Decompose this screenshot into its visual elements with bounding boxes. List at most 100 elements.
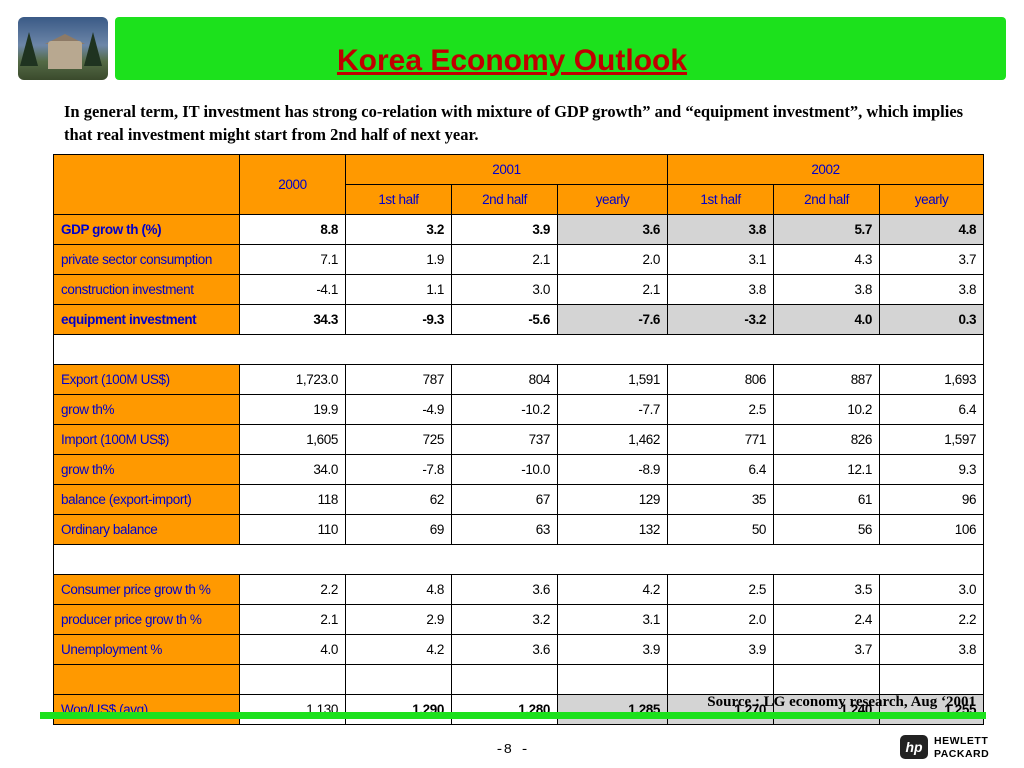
value-cell xyxy=(451,664,558,695)
value-cell: 1,597 xyxy=(879,424,985,455)
value-cell: 3.1 xyxy=(667,244,775,275)
table-row: equipment investment 34.3 -9.3 -5.6 -7.6 -3.2… xyxy=(53,304,985,335)
page-title: Korea Economy Outlook xyxy=(336,44,688,77)
page-number: -8 - xyxy=(495,742,529,758)
table-row xyxy=(53,664,985,695)
value-cell: 1,130 xyxy=(239,694,346,725)
row-label: Unemployment % xyxy=(53,634,240,665)
value-cell: 887 xyxy=(773,364,881,395)
value-cell xyxy=(239,664,346,695)
value-cell: 1.9 xyxy=(345,244,452,275)
value-cell: 6.4 xyxy=(879,394,985,425)
row-label: private sector consumption xyxy=(53,244,240,275)
value-cell: 3.0 xyxy=(879,574,985,605)
value-cell xyxy=(345,664,452,695)
value-cell xyxy=(667,664,775,695)
value-cell: 3.8 xyxy=(879,274,985,305)
value-cell: -4.1 xyxy=(239,274,346,305)
group-separator xyxy=(52,334,985,365)
row-label: Ordinary balance xyxy=(53,514,240,545)
value-cell: 804 xyxy=(451,364,558,395)
table-row: construction investment -4.1 1.1 3.0 2.1 3.8 3… xyxy=(53,274,985,305)
row-label: GDP grow th (%) xyxy=(53,214,240,245)
table-row: Export (100M US$) 1,723.0 787 804 1,591 806 88… xyxy=(53,364,985,395)
value-cell: 9.3 xyxy=(879,454,985,485)
value-cell xyxy=(879,664,985,695)
value-cell: 3.8 xyxy=(773,274,881,305)
table-row: Consumer price grow th % 2.2 4.8 3.6 4.2 2.5 3… xyxy=(53,574,985,605)
value-cell: 12.1 xyxy=(773,454,881,485)
value-cell: 6.4 xyxy=(667,454,775,485)
table-row: grow th% 34.0 -7.8 -10.0 -8.9 6.4 12.1 9.3 xyxy=(53,454,985,485)
value-cell: 7.1 xyxy=(239,244,346,275)
intro-text: In general term, IT investment has stron… xyxy=(64,102,964,144)
source-note: Source : LG economy research, Aug ‘2001 xyxy=(707,694,976,710)
value-cell: -10.0 xyxy=(451,454,558,485)
value-cell: 806 xyxy=(667,364,775,395)
value-cell: 1,285 xyxy=(556,694,669,725)
value-cell: -10.2 xyxy=(451,394,558,425)
value-cell: 69 xyxy=(345,514,452,545)
table-row: Unemployment % 4.0 4.2 3.6 3.9 3.9 3.7 3.8 xyxy=(53,634,985,665)
value-cell: -8.9 xyxy=(556,454,669,485)
table-row: Ordinary balance 110 69 63 132 50 56 106 xyxy=(53,514,985,545)
economy-table: 2000 2001 2002 1st half 2nd half yearly … xyxy=(52,154,985,725)
value-cell xyxy=(773,664,881,695)
value-cell: 2.1 xyxy=(239,604,346,635)
header-2001: 2001 xyxy=(344,154,669,185)
value-cell: 1,290 xyxy=(345,694,452,725)
value-cell: 50 xyxy=(667,514,775,545)
header-2002: 2002 xyxy=(667,154,985,185)
value-cell: -4.9 xyxy=(345,394,452,425)
row-label: producer price grow th % xyxy=(53,604,240,635)
value-cell: -7.7 xyxy=(556,394,669,425)
value-cell: 3.2 xyxy=(345,214,452,245)
value-cell: 129 xyxy=(556,484,669,515)
value-cell: -3.2 xyxy=(667,304,775,335)
value-cell: 3.9 xyxy=(556,634,669,665)
value-cell: 132 xyxy=(556,514,669,545)
table-row: GDP grow th (%) 8.8 3.2 3.9 3.6 3.8 5.7 4.8 xyxy=(53,214,985,245)
logo-line-1: HEWLETT xyxy=(934,735,989,747)
value-cell: 34.0 xyxy=(239,454,346,485)
value-cell: 4.8 xyxy=(345,574,452,605)
value-cell: 3.9 xyxy=(451,214,558,245)
table-row: grow th% 19.9 -4.9 -10.2 -7.7 2.5 10.2 6.4 xyxy=(53,394,985,425)
value-cell: 2.1 xyxy=(451,244,558,275)
value-cell: -5.6 xyxy=(451,304,558,335)
value-cell: 4.2 xyxy=(345,634,452,665)
value-cell: 118 xyxy=(239,484,346,515)
value-cell: -9.3 xyxy=(345,304,452,335)
table-row: private sector consumption 7.1 1.9 2.1 2.0 3.… xyxy=(53,244,985,275)
value-cell: 63 xyxy=(451,514,558,545)
value-cell: -7.8 xyxy=(345,454,452,485)
value-cell: 4.0 xyxy=(239,634,346,665)
value-cell: 2.2 xyxy=(239,574,346,605)
value-cell: 826 xyxy=(773,424,881,455)
header-2000: 2000 xyxy=(239,154,346,215)
row-label: Won/US$ (avg) xyxy=(53,694,240,725)
title-bar xyxy=(115,17,1006,80)
value-cell: 1,462 xyxy=(556,424,669,455)
footer-divider xyxy=(40,712,986,719)
value-cell: 34.3 xyxy=(239,304,346,335)
group-separator xyxy=(52,544,985,575)
value-cell: 0.3 xyxy=(879,304,985,335)
value-cell: 106 xyxy=(879,514,985,545)
hp-badge-icon: hp xyxy=(900,735,928,759)
row-label: grow th% xyxy=(53,454,240,485)
value-cell: 3.2 xyxy=(451,604,558,635)
subheader-cell: yearly xyxy=(556,184,669,215)
value-cell: 61 xyxy=(773,484,881,515)
value-cell: 737 xyxy=(451,424,558,455)
value-cell xyxy=(556,664,669,695)
value-cell: 3.7 xyxy=(879,244,985,275)
value-cell: 1,591 xyxy=(556,364,669,395)
value-cell: 3.1 xyxy=(556,604,669,635)
row-label: equipment investment xyxy=(53,304,240,335)
hp-logo: hp HEWLETT PACKARD xyxy=(900,733,1012,763)
value-cell: 2.2 xyxy=(879,604,985,635)
row-label: construction investment xyxy=(53,274,240,305)
value-cell: 96 xyxy=(879,484,985,515)
value-cell: 67 xyxy=(451,484,558,515)
